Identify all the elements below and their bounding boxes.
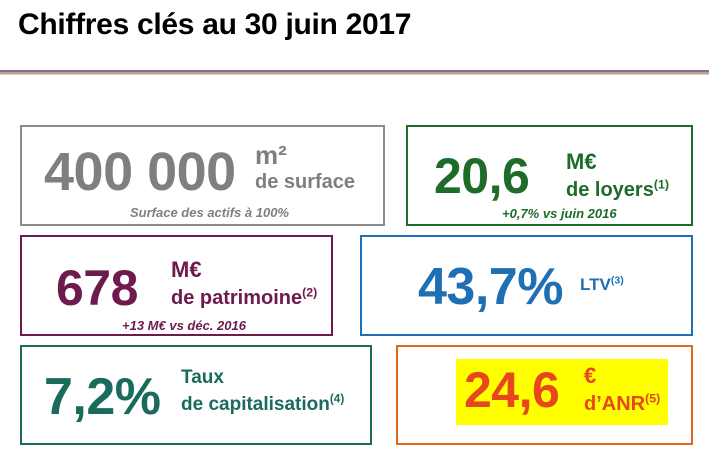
patrimoine-note: +13 M€ vs déc. 2016: [122, 318, 246, 333]
capitalisation-value: 7,2%: [44, 368, 161, 426]
anr-unit-block: € d’ANR(5): [584, 361, 660, 418]
surface-unit: m²: [255, 140, 287, 170]
loyers-unit-block: M€ de loyers(1): [566, 147, 669, 204]
ltv-label: LTV: [580, 275, 611, 294]
patrimoine-footnote: (2): [302, 285, 318, 300]
anr-value: 24,6: [464, 362, 560, 418]
loyers-footnote: (1): [653, 177, 669, 192]
capitalisation-label-line2-row: de capitalisation(4): [181, 392, 344, 419]
ltv-value: 43,7%: [418, 258, 563, 316]
card-surface: 400 000 m² de surface Surface des actifs…: [20, 125, 385, 226]
card-capitalisation: 7,2% Taux de capitalisation(4): [20, 345, 372, 445]
anr-highlight: [456, 359, 668, 425]
patrimoine-value: 678: [56, 260, 138, 316]
patrimoine-label-line: de patrimoine(2): [171, 285, 317, 312]
loyers-label: de loyers: [566, 178, 654, 201]
capitalisation-footnote: (4): [329, 392, 345, 406]
title-divider: [0, 70, 709, 76]
anr-unit: €: [584, 363, 597, 388]
anr-label-line: d’ANR(5): [584, 391, 660, 418]
patrimoine-unit-block: M€ de patrimoine(2): [171, 255, 317, 312]
loyers-unit: M€: [566, 149, 597, 174]
page-title: Chiffres clés au 30 juin 2017: [18, 8, 412, 41]
capitalisation-label-line2: de capitalisation: [181, 393, 330, 415]
patrimoine-label: de patrimoine: [171, 286, 303, 309]
card-loyers: 20,6 M€ de loyers(1) +0,7% vs juin 2016: [406, 125, 693, 226]
anr-footnote: (5): [645, 391, 661, 406]
loyers-note: +0,7% vs juin 2016: [502, 206, 617, 221]
capitalisation-label-line1: Taux: [181, 367, 224, 388]
capitalisation-label-block: Taux de capitalisation(4): [181, 365, 344, 418]
surface-label: de surface: [255, 170, 356, 193]
loyers-value: 20,6: [434, 148, 530, 204]
loyers-label-line: de loyers(1): [566, 177, 669, 204]
surface-value: 400 000: [44, 142, 236, 202]
card-patrimoine: 678 M€ de patrimoine(2) +13 M€ vs déc. 2…: [20, 235, 333, 336]
surface-unit-block: m² de surface: [255, 140, 356, 194]
patrimoine-unit: M€: [171, 257, 202, 282]
ltv-footnote: (3): [610, 274, 624, 287]
surface-note: Surface des actifs à 100%: [130, 205, 289, 220]
card-ltv: 43,7% LTV(3): [360, 235, 693, 336]
ltv-label-line: LTV(3): [580, 275, 624, 295]
anr-label: d’ANR: [584, 392, 646, 415]
card-anr: 24,6 € d’ANR(5): [396, 345, 693, 445]
